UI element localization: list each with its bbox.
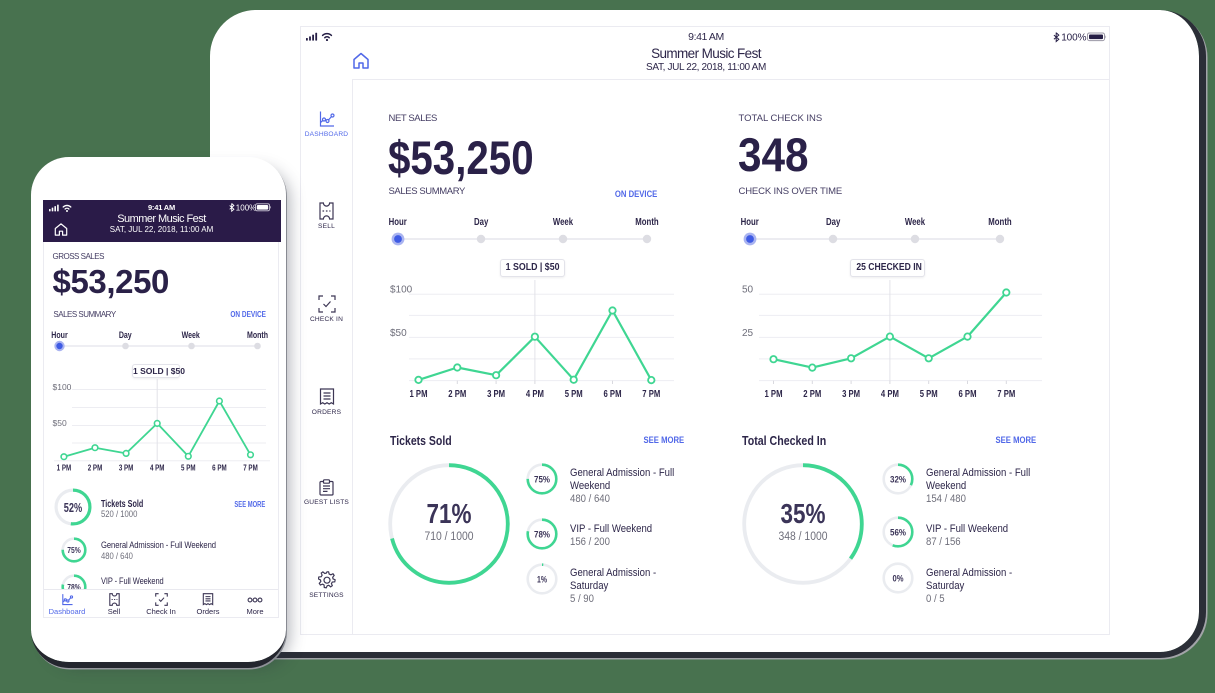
svg-text:2 PM: 2 PM	[448, 389, 466, 400]
svg-text:6 PM: 6 PM	[604, 389, 622, 400]
svg-text:75%: 75%	[67, 546, 81, 555]
svg-text:0%: 0%	[893, 573, 904, 584]
svg-text:100%: 100%	[1061, 32, 1086, 42]
svg-text:78%: 78%	[67, 583, 81, 592]
svg-text:3 PM: 3 PM	[118, 463, 133, 472]
svg-text:$50: $50	[390, 328, 407, 339]
svg-text:$100: $100	[52, 382, 71, 392]
svg-text:4 PM: 4 PM	[526, 389, 544, 400]
svg-text:7 PM: 7 PM	[997, 389, 1015, 400]
svg-text:78%: 78%	[534, 529, 550, 540]
svg-text:3 PM: 3 PM	[842, 389, 860, 400]
svg-text:1%: 1%	[537, 574, 547, 585]
svg-text:2 PM: 2 PM	[803, 389, 821, 400]
svg-text:32%: 32%	[890, 474, 906, 485]
svg-text:35%: 35%	[781, 498, 826, 529]
svg-text:348 / 1000: 348 / 1000	[779, 531, 828, 543]
svg-text:$100: $100	[390, 285, 413, 296]
svg-text:4 PM: 4 PM	[881, 389, 899, 400]
svg-text:3 PM: 3 PM	[487, 389, 505, 400]
svg-text:1 PM: 1 PM	[56, 463, 71, 472]
svg-text:6 PM: 6 PM	[959, 389, 977, 400]
svg-text:52%: 52%	[64, 501, 82, 515]
svg-text:56%: 56%	[890, 527, 906, 538]
svg-text:75%: 75%	[534, 474, 550, 485]
svg-text:71%: 71%	[427, 498, 472, 529]
svg-text:6 PM: 6 PM	[212, 463, 227, 472]
svg-text:5 PM: 5 PM	[565, 389, 583, 400]
svg-text:7 PM: 7 PM	[243, 463, 258, 472]
svg-text:50: 50	[742, 285, 754, 296]
svg-text:25: 25	[742, 328, 754, 339]
svg-text:710 / 1000: 710 / 1000	[425, 531, 474, 543]
svg-text:5 PM: 5 PM	[181, 463, 196, 472]
svg-text:$50: $50	[52, 418, 66, 428]
svg-text:1 PM: 1 PM	[765, 389, 783, 400]
svg-text:5 PM: 5 PM	[920, 389, 938, 400]
svg-text:1 PM: 1 PM	[410, 389, 428, 400]
svg-text:4 PM: 4 PM	[149, 463, 164, 472]
svg-text:2 PM: 2 PM	[87, 463, 102, 472]
svg-text:7 PM: 7 PM	[642, 389, 660, 400]
svg-text:100%: 100%	[235, 203, 255, 212]
